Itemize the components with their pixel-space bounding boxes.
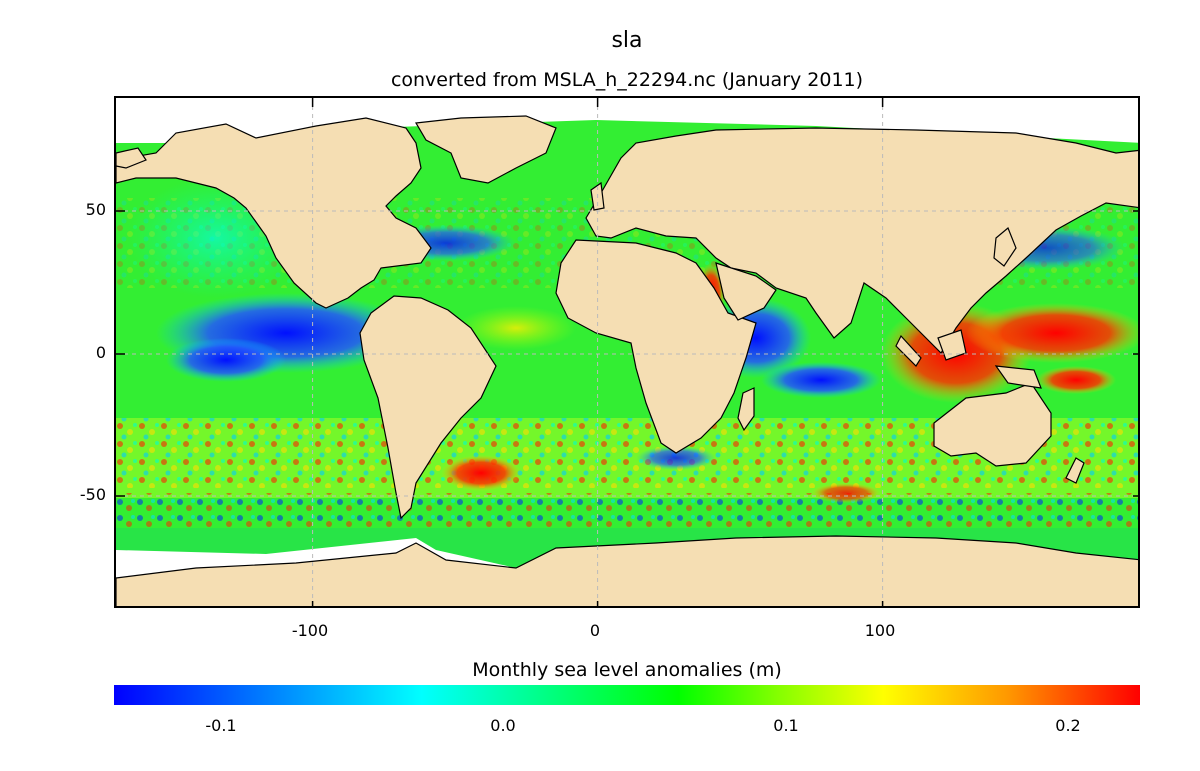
sea-level-anomaly-map <box>114 96 1140 608</box>
west-pacific-high <box>966 303 1138 363</box>
sumatra <box>895 334 922 367</box>
arabian-peninsula <box>715 262 777 321</box>
colorbar-label-minus0.1: -0.1 <box>205 716 237 735</box>
plot-subtitle: converted from MSLA_h_22294.nc (January … <box>390 69 864 91</box>
australia <box>933 382 1052 467</box>
colorbar <box>114 685 1140 705</box>
map-svg <box>116 98 1138 606</box>
colorbar-label-0.1: 0.1 <box>773 716 799 735</box>
y-tick-label-50: 50 <box>85 200 106 219</box>
land-masses <box>116 115 1138 606</box>
y-tick-label-minus50: -50 <box>79 485 106 504</box>
graticule <box>116 98 1138 606</box>
japan <box>993 227 1017 267</box>
new-guinea <box>994 365 1042 389</box>
alaska-west <box>116 147 147 169</box>
central-pacific-low <box>166 338 286 382</box>
x-tick-label-0: 0 <box>589 621 601 640</box>
central-indian-low <box>761 362 881 398</box>
west-pacific-high-2 <box>1036 366 1116 394</box>
colorbar-label-0.2: 0.2 <box>1055 716 1081 735</box>
indonesia-borneo <box>937 329 967 361</box>
argentine-basin-high <box>441 455 521 491</box>
x-tick-label-minus100: -100 <box>291 621 329 640</box>
circumpolar-eddy-band <box>116 493 1138 528</box>
x-tick-label-100: 100 <box>864 621 896 640</box>
new-zealand <box>1065 457 1085 484</box>
south-america <box>359 295 497 520</box>
atlantic-yellow <box>456 306 576 350</box>
madagascar <box>737 387 755 432</box>
colorbar-title: Monthly sea level anomalies (m) <box>472 659 782 681</box>
plot-title: sla <box>611 28 643 53</box>
australia-south-high <box>811 483 881 503</box>
agulhas-eddies <box>636 446 716 470</box>
north-america <box>116 117 432 309</box>
greenland <box>415 115 557 184</box>
tick-marks <box>116 98 1138 606</box>
eurasia <box>585 127 1138 354</box>
africa <box>555 239 757 454</box>
colorbar-label-0.0: 0.0 <box>490 716 516 735</box>
y-tick-label-0: 0 <box>95 343 106 362</box>
